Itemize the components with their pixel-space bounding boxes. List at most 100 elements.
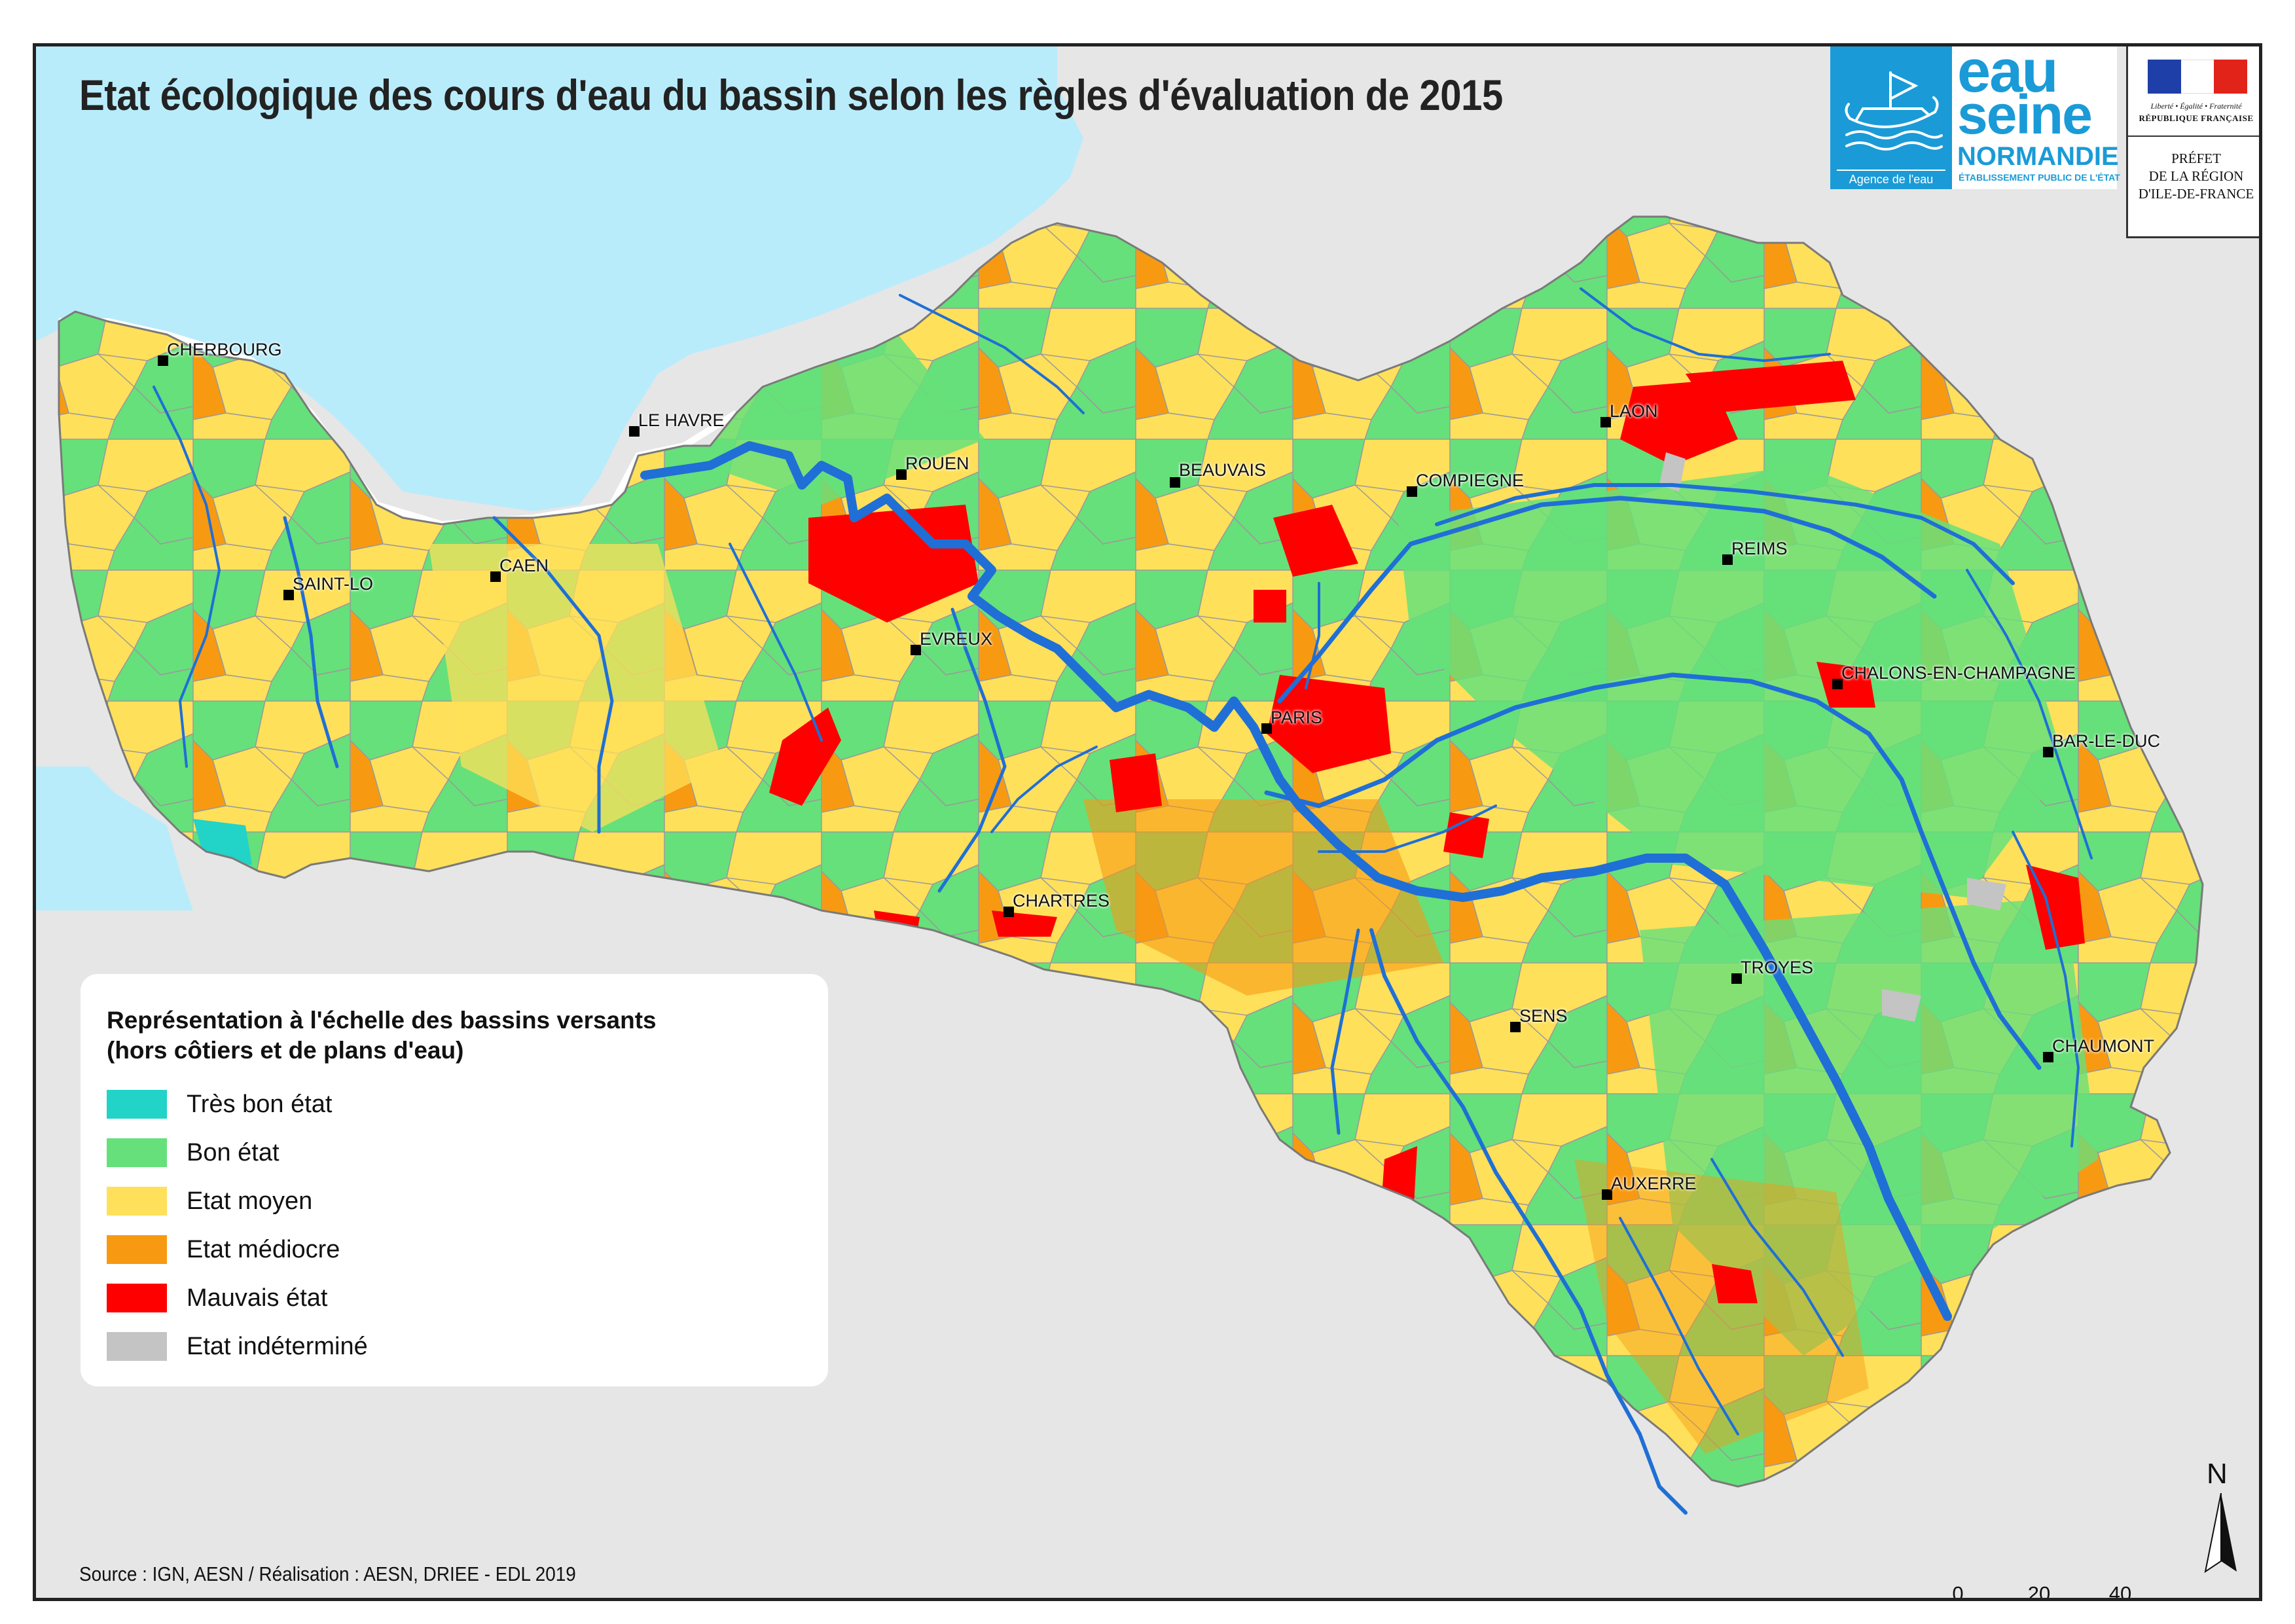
city-label-chalons-en-champagne: CHALONS-EN-CHAMPAGNE bbox=[1841, 663, 2076, 683]
french-flag-icon bbox=[2148, 60, 2248, 94]
city-label-beauvais: BEAUVAIS bbox=[1179, 460, 1267, 480]
sea-southwest bbox=[36, 767, 193, 911]
city-label-le-havre: LE HAVRE bbox=[638, 410, 725, 430]
legend-label: Etat indéterminé bbox=[187, 1332, 368, 1360]
legend-item-moyen: Etat moyen bbox=[107, 1185, 312, 1218]
legend-label: Très bon état bbox=[187, 1090, 333, 1118]
scale-tick-0: 0 bbox=[1952, 1582, 1964, 1601]
legend-item-tres-bon: Très bon état bbox=[107, 1088, 333, 1121]
city-marker bbox=[1602, 1189, 1612, 1200]
legend-title-line1: Représentation à l'échelle des bassins v… bbox=[107, 1007, 657, 1034]
aisne-river bbox=[1435, 483, 2015, 585]
city-marker bbox=[911, 645, 921, 655]
logo-etablissement: ÉTABLISSEMENT PUBLIC DE L'ÉTAT bbox=[1959, 172, 2120, 183]
legend-title-line2: (hors côtiers et de plans d'eau) bbox=[107, 1037, 464, 1064]
prefet-logo: Liberté • Égalité • Fraternité RÉPUBLIQU… bbox=[2126, 46, 2259, 238]
viking-ship-icon: Agence de l'eau bbox=[1830, 46, 1952, 189]
city-marker bbox=[1510, 1022, 1521, 1032]
city-marker bbox=[1600, 417, 1611, 427]
legend-item-mauvais: Mauvais état bbox=[107, 1282, 327, 1314]
eau-seine-normandie-logo: Agence de l'eau eau seine NORMANDIE ÉTAB… bbox=[1830, 43, 2120, 189]
douve-river bbox=[153, 386, 221, 768]
sea-area bbox=[36, 46, 1083, 511]
city-label-saint-lo: SAINT-LO bbox=[293, 574, 374, 594]
city-markers bbox=[158, 355, 2053, 1200]
city-label-paris: PARIS bbox=[1271, 708, 1323, 727]
logo-word-normandie: NORMANDIE bbox=[1957, 142, 2119, 171]
city-marker bbox=[629, 426, 640, 437]
city-marker bbox=[283, 590, 294, 600]
city-marker bbox=[2043, 1052, 2053, 1062]
agence-label: Agence de l'eau bbox=[1837, 170, 1945, 187]
seine-river bbox=[640, 441, 1952, 1321]
city-label-sens: SENS bbox=[1519, 1006, 1568, 1026]
city-label-reims: REIMS bbox=[1731, 539, 1788, 558]
city-marker bbox=[1261, 723, 1272, 734]
city-marker bbox=[1170, 477, 1180, 488]
logo-word-seine: seine bbox=[1957, 84, 2093, 145]
oise-river bbox=[1277, 496, 1937, 704]
bresle-river bbox=[899, 294, 1085, 414]
city-label-rouen: ROUEN bbox=[905, 454, 969, 473]
map-frame: CHERBOURG LE HAVRE ROUEN BEAUVAIS COMPIE… bbox=[33, 43, 2262, 1601]
legend-label: Etat médiocre bbox=[187, 1235, 340, 1263]
legend-swatch bbox=[107, 1235, 167, 1264]
prefet-text: PRÉFET DE LA RÉGION D'ILE-DE-FRANCE bbox=[2128, 150, 2259, 203]
legend-label: Etat moyen bbox=[187, 1187, 313, 1215]
legend-swatch bbox=[107, 1284, 167, 1312]
legend-item-indetermine: Etat indéterminé bbox=[107, 1330, 368, 1363]
tributary-2 bbox=[1966, 569, 2093, 859]
vire-river bbox=[283, 516, 339, 768]
city-label-laon: LAON bbox=[1610, 401, 1658, 421]
city-label-chartres: CHARTRES bbox=[1013, 891, 1110, 911]
city-marker bbox=[1407, 486, 1417, 497]
legend-label: Mauvais état bbox=[187, 1284, 328, 1312]
tributary-4 bbox=[1619, 1217, 1739, 1435]
tributary-7 bbox=[1318, 804, 1497, 853]
city-label-auxerre: AUXERRE bbox=[1611, 1174, 1697, 1193]
city-label-bar-le-duc: BAR-LE-DUC bbox=[2052, 731, 2161, 751]
source-credit: Source : IGN, AESN / Réalisation : AESN,… bbox=[79, 1562, 576, 1585]
legend: Représentation à l'échelle des bassins v… bbox=[81, 974, 828, 1386]
legend-swatch bbox=[107, 1332, 167, 1361]
legend-label: Bon état bbox=[187, 1138, 280, 1166]
legend-item-mediocre: Etat médiocre bbox=[107, 1233, 340, 1266]
city-marker bbox=[1731, 973, 1742, 984]
scale-tick-40: 40 bbox=[2108, 1582, 2132, 1601]
scale-tick-20: 20 bbox=[2027, 1582, 2051, 1601]
legend-item-bon: Bon état bbox=[107, 1136, 280, 1169]
city-label-chaumont: CHAUMONT bbox=[2052, 1036, 2154, 1056]
prefet-line3: D'ILE-DE-FRANCE bbox=[2138, 186, 2254, 202]
city-marker bbox=[1722, 554, 1733, 565]
rf-name: RÉPUBLIQUE FRANÇAISE bbox=[2139, 113, 2254, 123]
city-marker bbox=[896, 469, 907, 480]
river-network bbox=[153, 287, 2093, 1515]
city-label-cherbourg: CHERBOURG bbox=[167, 340, 282, 359]
orne-river bbox=[492, 516, 614, 834]
loing-river bbox=[1330, 928, 1360, 1135]
prefet-line2: DE LA RÉGION bbox=[2148, 168, 2244, 184]
tributary-5 bbox=[1710, 1158, 1844, 1357]
map-title: Etat écologique des cours d'eau du bassi… bbox=[79, 71, 1503, 119]
yonne-river bbox=[1369, 928, 1688, 1515]
city-marker bbox=[2043, 747, 2053, 757]
city-marker bbox=[1832, 679, 1843, 689]
legend-title: Représentation à l'échelle des bassins v… bbox=[107, 1005, 657, 1066]
city-marker bbox=[1003, 907, 1014, 917]
prefet-line1: PRÉFET bbox=[2171, 151, 2221, 166]
north-arrow-icon bbox=[2204, 1493, 2237, 1574]
legend-swatch bbox=[107, 1187, 167, 1216]
north-letter: N bbox=[2207, 1458, 2228, 1490]
legend-swatch bbox=[107, 1090, 167, 1119]
tributary-3 bbox=[2012, 831, 2080, 1147]
logo-word-eau: eau bbox=[1957, 43, 2059, 105]
city-label-caen: CAEN bbox=[499, 556, 549, 575]
eure-river bbox=[937, 607, 1007, 893]
tributary-8 bbox=[1305, 582, 1320, 689]
marne-river bbox=[1264, 672, 2042, 1070]
city-marker bbox=[158, 355, 168, 366]
legend-swatch bbox=[107, 1138, 167, 1167]
city-label-troyes: TROYES bbox=[1741, 958, 1814, 977]
city-marker bbox=[490, 571, 501, 582]
city-label-evreux: EVREUX bbox=[920, 629, 993, 649]
